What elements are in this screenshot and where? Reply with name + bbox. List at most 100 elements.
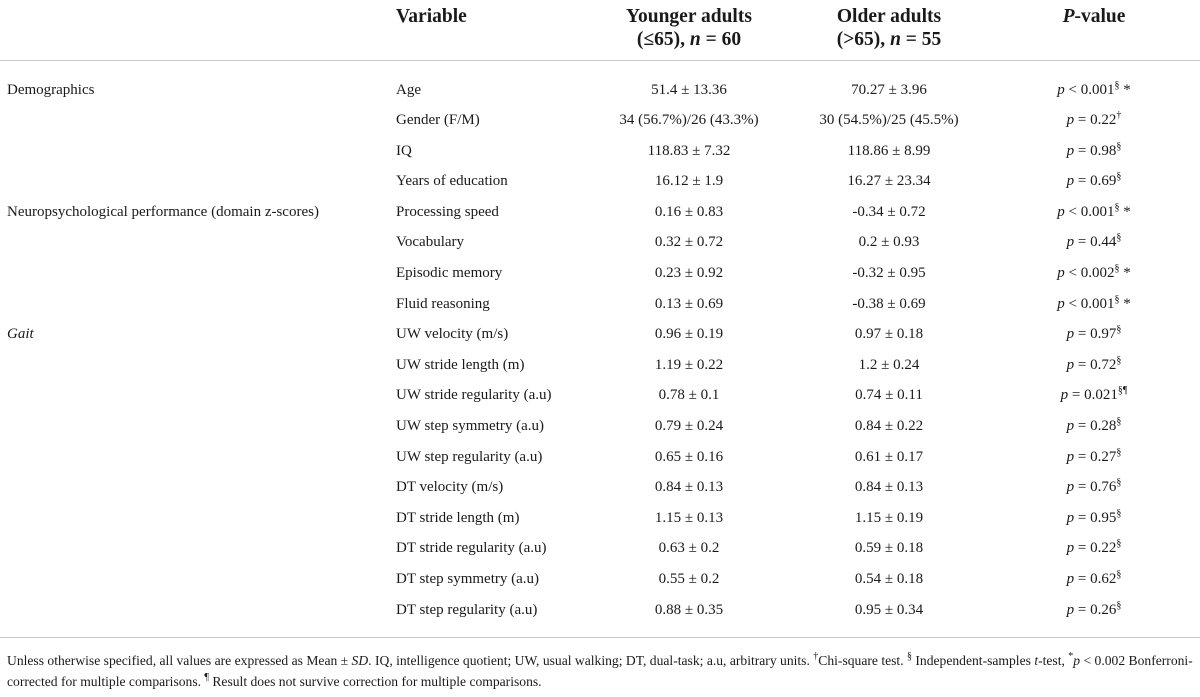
row-variable: DT step symmetry (a.u) (396, 571, 540, 587)
table-row: UW step regularity (a.u) 0.65 ± 0.16 0.61 … (0, 442, 1200, 473)
p-value-text: p = 0.28 (1066, 418, 1117, 435)
p-value-marker: § (1116, 446, 1122, 458)
header-older-line2-post: = 55 (900, 29, 942, 50)
row-younger-value: 51.4 ± 13.36 (651, 81, 727, 98)
table-row: DT stride length (m) 1.15 ± 0.13 1.15 ± 0.… (0, 503, 1200, 534)
header-younger-n: n (689, 29, 701, 50)
row-category (0, 105, 388, 136)
row-category (0, 564, 388, 595)
header-category (0, 0, 388, 61)
row-older-value: -0.32 ± 0.95 (852, 265, 926, 282)
table-row: UW stride length (m) 1.19 ± 0.22 1.2 ± 0.2… (0, 350, 1200, 381)
row-p-value: p = 0.22† (988, 105, 1200, 136)
p-value-marker: § (1116, 507, 1122, 519)
row-older-value: 30 (54.5%)/25 (45.5%) (819, 112, 959, 129)
row-younger-value: 16.12 ± 1.9 (654, 173, 724, 190)
row-variable: DT stride regularity (a.u) (396, 540, 547, 557)
row-variable: UW stride regularity (a.u) (396, 387, 552, 404)
row-older-value: 0.54 ± 0.18 (854, 571, 924, 587)
p-value-text: p = 0.69 (1066, 173, 1117, 190)
row-older-value: -0.34 ± 0.72 (852, 203, 926, 220)
row-variable: UW step regularity (a.u) (396, 448, 543, 465)
p-value-text: p = 0.98 (1066, 142, 1117, 159)
p-value-text: p < 0.001 (1057, 81, 1115, 98)
row-p-value: p = 0.021§¶ (988, 380, 1200, 411)
row-p-value: p = 0.44§ (988, 227, 1200, 258)
row-variable: UW velocity (m/s) (396, 326, 509, 343)
p-value-marker: § (1116, 599, 1122, 611)
footnote-seg4: Independent-samples (912, 653, 1035, 668)
row-older-value: 0.84 ± 0.13 (854, 479, 924, 496)
row-category: Gait (7, 326, 34, 343)
p-value-marker: § (1116, 354, 1122, 366)
p-value-text: p = 0.62 (1066, 571, 1117, 587)
row-category (0, 136, 388, 167)
significance-star: * (1119, 81, 1131, 98)
row-younger-value: 0.78 ± 0.1 (658, 387, 720, 404)
row-variable: IQ (396, 142, 412, 159)
row-variable: Fluid reasoning (396, 295, 490, 312)
row-variable: Gender (F/M) (396, 112, 480, 129)
row-category (0, 380, 388, 411)
row-category (0, 595, 388, 626)
row-category (0, 411, 388, 442)
row-p-value: p < 0.001§ * (988, 289, 1200, 320)
p-value-marker: § (1114, 293, 1120, 305)
row-variable: Years of education (396, 173, 508, 190)
p-value-marker: † (1116, 110, 1122, 122)
row-category (0, 350, 388, 381)
header-variable: Variable (388, 0, 588, 61)
p-value-marker: § (1116, 416, 1122, 428)
footnote-seg7: Result does not survive correction for m… (208, 674, 542, 689)
row-p-value: p < 0.002§ * (988, 258, 1200, 289)
footnote-dagger: † (813, 651, 819, 662)
row-younger-value: 1.15 ± 0.13 (654, 509, 724, 526)
footnote-p: p (1073, 653, 1081, 668)
row-older-value: 70.27 ± 3.96 (851, 81, 927, 98)
p-value-text: p = 0.22 (1066, 540, 1117, 557)
row-variable: DT velocity (m/s) (396, 479, 504, 496)
row-variable: DT stride length (m) (396, 509, 520, 526)
row-p-value: p < 0.001§ * (988, 60, 1200, 105)
footnote-seg2: . IQ, intelligence quotient; UW, usual w… (368, 653, 814, 668)
row-older-value: 1.2 ± 0.24 (858, 356, 920, 373)
table-row: DT step symmetry (a.u) 0.55 ± 0.2 0.54 ± 0… (0, 564, 1200, 595)
table-row: UW stride regularity (a.u) 0.78 ± 0.1 0.74… (0, 380, 1200, 411)
header-p-value: P-value (988, 0, 1200, 61)
p-value-text: p = 0.76 (1066, 479, 1117, 496)
header-older-adults: Older adults (>65), n = 55 (790, 0, 988, 61)
p-value-text: p < 0.001 (1057, 203, 1115, 220)
table-row: UW step symmetry (a.u) 0.79 ± 0.24 0.84 ± … (0, 411, 1200, 442)
p-value-text: p < 0.002 (1057, 265, 1115, 282)
row-p-value: p = 0.97§ (988, 319, 1200, 350)
p-value-text: p = 0.72 (1066, 356, 1117, 373)
header-older-line2-pre: (>65), (836, 29, 891, 50)
row-variable: DT step regularity (a.u) (396, 601, 538, 618)
row-younger-value: 0.84 ± 0.13 (654, 479, 724, 496)
row-p-value: p < 0.001§ * (988, 197, 1200, 228)
row-younger-value: 0.32 ± 0.72 (654, 234, 724, 251)
row-p-value: p = 0.28§ (988, 411, 1200, 442)
footnote-seg6: < 0.002 Bonferroni-corrected for multipl… (7, 653, 1193, 689)
row-category (0, 258, 388, 289)
p-value-text: p = 0.22 (1066, 112, 1117, 129)
row-category (0, 227, 388, 258)
row-category (0, 472, 388, 503)
table-row: Fluid reasoning 0.13 ± 0.69 -0.38 ± 0.69 p … (0, 289, 1200, 320)
row-category (0, 442, 388, 473)
p-value-marker: § (1114, 201, 1120, 213)
row-older-value: 0.95 ± 0.34 (854, 601, 924, 618)
row-older-value: 0.2 ± 0.93 (858, 234, 920, 251)
row-variable: Processing speed (396, 203, 499, 220)
p-value-marker: §¶ (1117, 385, 1128, 397)
row-p-value: p = 0.69§ (988, 166, 1200, 197)
table-row: DT step regularity (a.u) 0.88 ± 0.35 0.95 … (0, 595, 1200, 626)
footnote-t: t (1034, 653, 1039, 668)
row-p-value: p = 0.98§ (988, 136, 1200, 167)
significance-star: * (1119, 203, 1131, 220)
row-older-value: 0.59 ± 0.18 (854, 540, 924, 557)
p-value-text: p < 0.001 (1057, 295, 1115, 312)
p-value-marker: § (1116, 232, 1122, 244)
row-younger-value: 0.79 ± 0.24 (654, 418, 724, 435)
